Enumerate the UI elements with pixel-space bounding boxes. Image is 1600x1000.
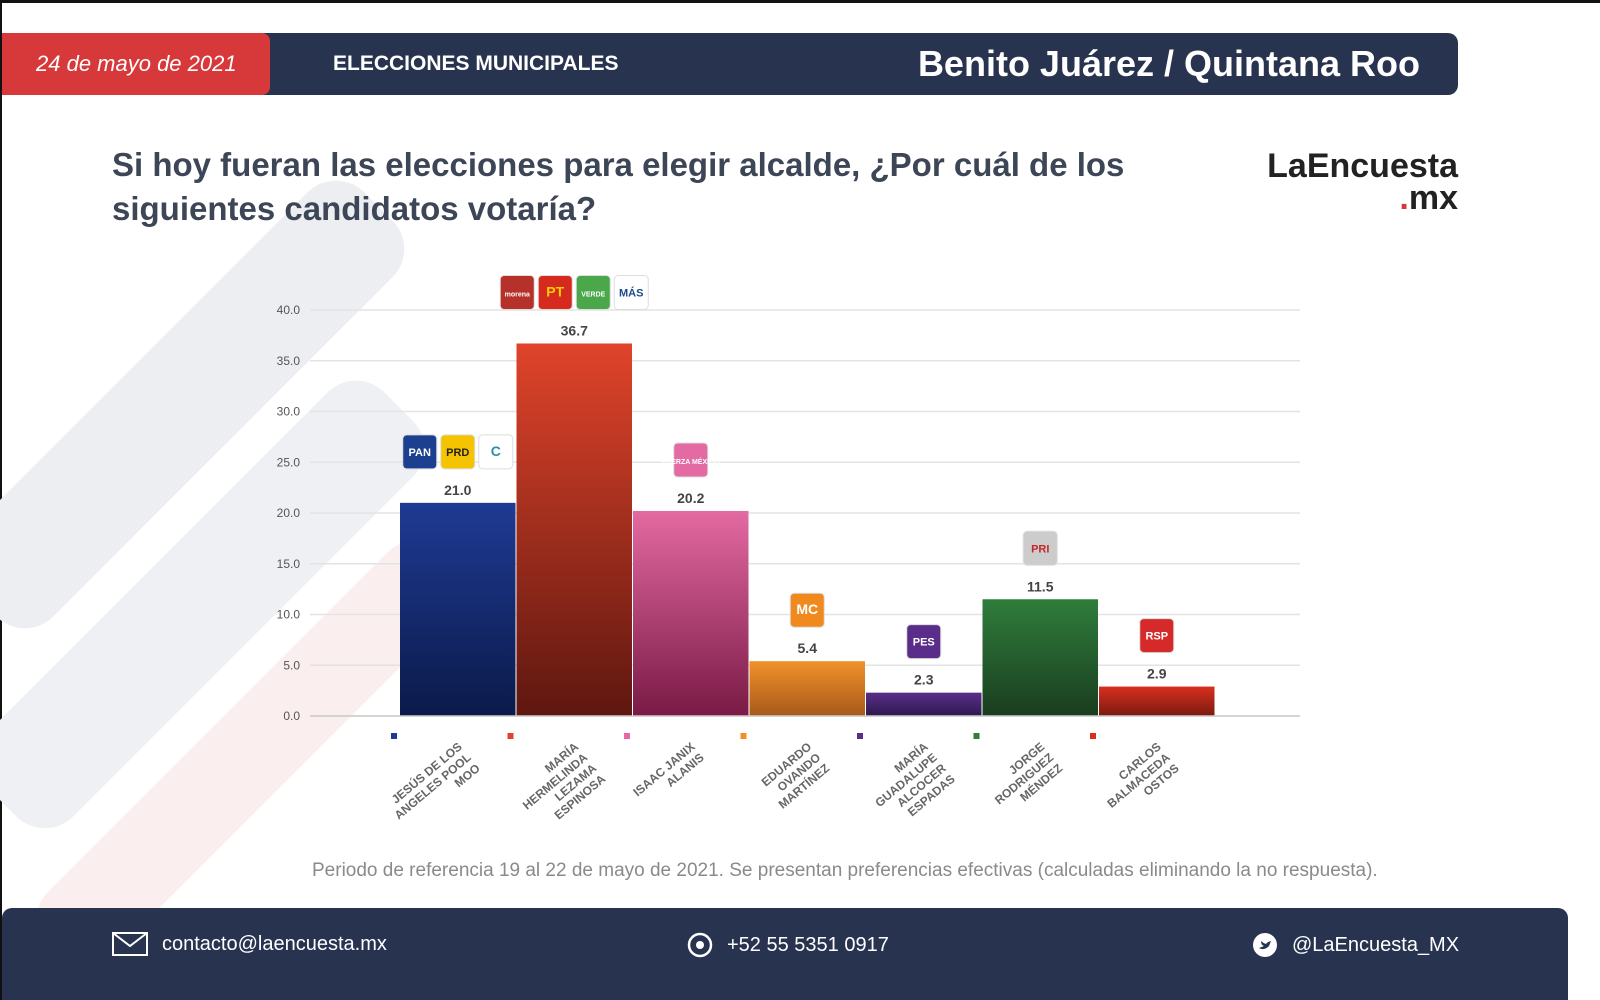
data-label: 2.9: [1147, 666, 1167, 682]
party-logo-text: PAN: [409, 447, 431, 459]
party-logo-text: MÁS: [619, 286, 643, 299]
party-logo-text: morena: [505, 291, 530, 298]
x-tick-label: MARÍAHERMELINDALEZAMAESPINOSA: [510, 739, 608, 834]
footer-email[interactable]: contacto@laencuesta.mx: [112, 932, 387, 956]
party-logo: [478, 434, 514, 470]
brand-name: LaEncuesta: [1267, 147, 1458, 185]
data-label: 20.2: [677, 490, 704, 506]
brand-logo: LaEncuesta .mx: [1267, 147, 1458, 217]
y-tick-label: 40.0: [277, 303, 301, 317]
party-logo: [1139, 618, 1175, 654]
bar: [749, 661, 865, 716]
x-tick-label: EDUARDOOVANDOMARTÍNEZ: [758, 740, 832, 812]
y-tick-label: 10.0: [277, 608, 301, 622]
data-label: 11.5: [1027, 578, 1054, 594]
party-logo: [402, 434, 438, 470]
x-tick-label: JORGERODRIGUEZMÉNDEZ: [983, 740, 1065, 818]
party-logo-text: PRI: [1031, 543, 1049, 555]
party-logo: [537, 274, 573, 310]
y-tick-label: 25.0: [277, 455, 301, 469]
party-logo-text: PES: [913, 637, 935, 649]
reference-note: Periodo de referencia 19 al 22 de mayo d…: [312, 860, 1378, 881]
bar: [516, 343, 632, 716]
party-logo: [440, 434, 476, 470]
y-tick-label: 30.0: [277, 405, 301, 419]
y-tick-label: 0.0: [283, 709, 300, 723]
party-logo: [906, 624, 942, 660]
data-label: 21.0: [444, 482, 471, 498]
y-tick-label: 15.0: [277, 557, 301, 571]
question-title: Si hoy fueran las elecciones para elegir…: [112, 146, 1125, 227]
x-tick-label: MARÍAGUADALUPEALCOCERESPADAS: [863, 739, 958, 832]
legend-marker: [740, 733, 747, 739]
legend-marker: [391, 733, 397, 739]
y-tick-label: 20.0: [277, 506, 301, 520]
email-text: contacto@laencuesta.mx: [162, 932, 387, 955]
party-logo-text: MC: [796, 601, 818, 617]
bar: [1099, 686, 1215, 716]
party-logo-text: FUERZA MÉXICO: [662, 457, 720, 466]
brand-dot: .: [1399, 179, 1409, 217]
bar: [633, 510, 749, 716]
header-section: ELECCIONES MUNICIPALES: [333, 52, 619, 75]
party-logo-text: C: [491, 443, 501, 459]
footer: contacto@laencuesta.mx +52 55 5351 0917 …: [2, 908, 1568, 1000]
party-logo: [673, 442, 709, 478]
y-tick-label: 35.0: [277, 354, 301, 368]
legend-marker: [973, 733, 980, 739]
party-logo-text: PRD: [446, 447, 469, 459]
brand-tld: mx: [1408, 179, 1458, 217]
party-logo-text: RSP: [1145, 631, 1168, 643]
envelope-icon: [112, 932, 148, 956]
bar: [982, 599, 1098, 716]
bar: [866, 692, 982, 716]
x-tick-label: ISAAC JANIXALANIS: [630, 740, 706, 810]
phone-text: +52 55 5351 0917: [727, 933, 889, 956]
legend-marker: [507, 733, 514, 739]
footer-twitter[interactable]: @LaEncuesta_MX: [1252, 932, 1459, 958]
legend-marker: [857, 733, 863, 739]
twitter-text: @LaEncuesta_MX: [1292, 933, 1460, 956]
data-label: 5.4: [798, 640, 818, 656]
x-tick-label: JESÚS DE LOSANGELES POOLMOO: [382, 739, 483, 833]
bar: [400, 502, 516, 716]
data-label: 2.3: [914, 672, 934, 688]
legend-marker: [1090, 733, 1096, 739]
party-logo: [575, 274, 611, 310]
twitter-icon: [1253, 933, 1277, 957]
legend-marker: [624, 733, 630, 739]
party-logo: [789, 592, 825, 628]
party-logo: [499, 274, 535, 310]
party-logo-text: VERDE: [581, 291, 605, 298]
party-logo-text: PT: [546, 283, 564, 299]
party-logo: [1022, 530, 1058, 566]
whatsapp-icon: [687, 932, 713, 958]
header-date: 24 de mayo de 2021: [2, 33, 270, 95]
y-tick-label: 5.0: [283, 658, 300, 672]
data-label: 36.7: [561, 322, 588, 338]
party-logo: [613, 274, 649, 310]
header-place: Benito Juárez / Quintana Roo: [917, 43, 1420, 84]
footer-phone[interactable]: +52 55 5351 0917: [687, 932, 889, 958]
x-tick-label: CARLOSBALMACEDAOSTOS: [1095, 739, 1181, 821]
